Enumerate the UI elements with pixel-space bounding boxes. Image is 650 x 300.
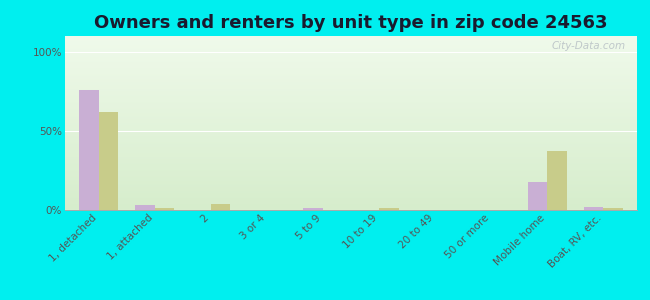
Bar <box>603 208 623 210</box>
Bar <box>547 152 567 210</box>
Bar <box>211 204 231 210</box>
Bar <box>528 182 547 210</box>
Bar <box>79 90 99 210</box>
Bar <box>584 207 603 210</box>
Bar <box>304 208 323 210</box>
Bar <box>99 112 118 210</box>
Text: City-Data.com: City-Data.com <box>551 41 625 51</box>
Bar <box>155 208 174 210</box>
Bar <box>379 208 398 210</box>
Title: Owners and renters by unit type in zip code 24563: Owners and renters by unit type in zip c… <box>94 14 608 32</box>
Bar <box>135 205 155 210</box>
